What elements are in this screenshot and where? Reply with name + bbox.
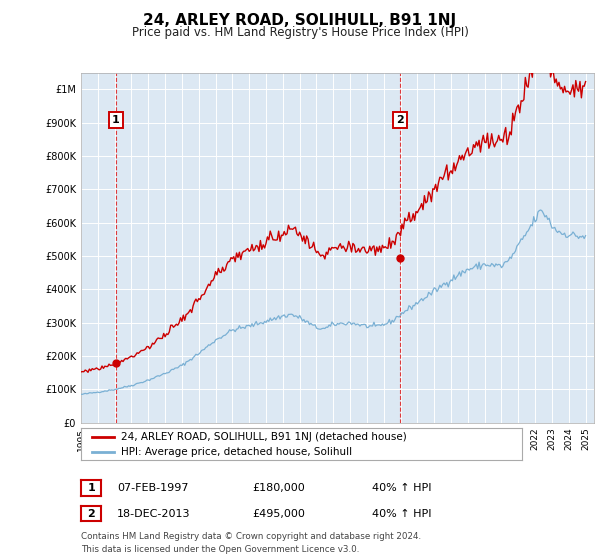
Text: 2: 2 <box>88 508 95 519</box>
Text: Price paid vs. HM Land Registry's House Price Index (HPI): Price paid vs. HM Land Registry's House … <box>131 26 469 39</box>
Text: 40% ↑ HPI: 40% ↑ HPI <box>372 483 431 493</box>
Text: 07-FEB-1997: 07-FEB-1997 <box>117 483 188 493</box>
Text: 2: 2 <box>396 115 404 125</box>
Text: 24, ARLEY ROAD, SOLIHULL, B91 1NJ: 24, ARLEY ROAD, SOLIHULL, B91 1NJ <box>143 13 457 28</box>
Text: 1: 1 <box>88 483 95 493</box>
Text: 40% ↑ HPI: 40% ↑ HPI <box>372 509 431 519</box>
Text: 18-DEC-2013: 18-DEC-2013 <box>117 509 191 519</box>
Text: Contains HM Land Registry data © Crown copyright and database right 2024.
This d: Contains HM Land Registry data © Crown c… <box>81 533 421 554</box>
Text: 24, ARLEY ROAD, SOLIHULL, B91 1NJ (detached house): 24, ARLEY ROAD, SOLIHULL, B91 1NJ (detac… <box>121 432 406 442</box>
Text: £180,000: £180,000 <box>252 483 305 493</box>
Text: 1: 1 <box>112 115 120 125</box>
Text: £495,000: £495,000 <box>252 509 305 519</box>
Text: HPI: Average price, detached house, Solihull: HPI: Average price, detached house, Soli… <box>121 446 352 456</box>
